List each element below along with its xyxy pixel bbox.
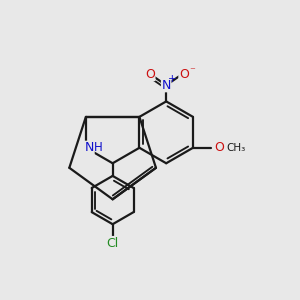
Text: O: O <box>145 68 155 80</box>
Text: O: O <box>214 141 224 154</box>
Text: N: N <box>161 79 171 92</box>
Text: ⁻: ⁻ <box>189 66 195 76</box>
Text: O: O <box>179 68 189 80</box>
Text: +: + <box>168 74 177 84</box>
Text: H: H <box>94 141 103 154</box>
Text: N: N <box>85 141 94 154</box>
Text: CH₃: CH₃ <box>226 143 245 153</box>
Text: Cl: Cl <box>106 236 119 250</box>
